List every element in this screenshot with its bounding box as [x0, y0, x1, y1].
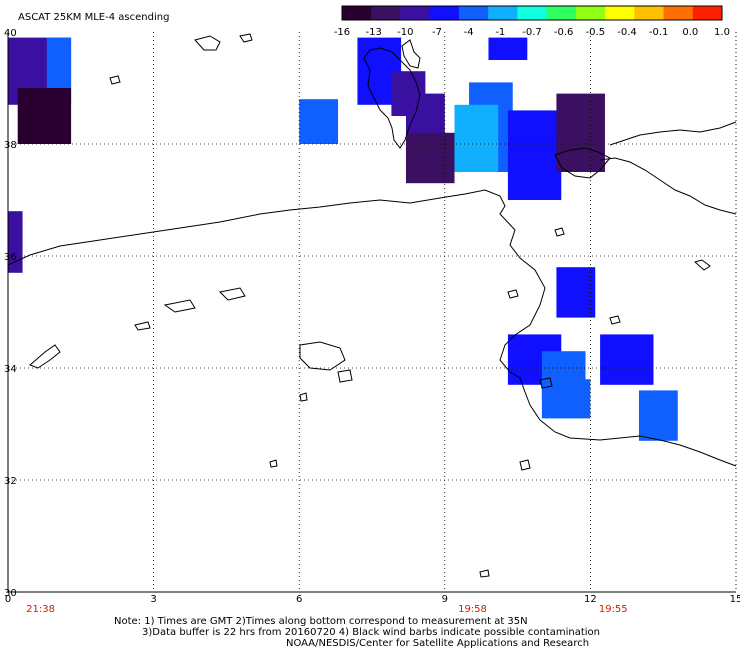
coast-feature-6 — [337, 369, 353, 383]
wind-speed-cell — [488, 37, 528, 60]
map-frame — [7, 32, 737, 593]
latitude-tick-label: 40 — [4, 28, 17, 39]
coast-feature-1 — [134, 321, 151, 331]
latitude-tick-label: 34 — [4, 364, 17, 375]
coastlines — [7, 33, 737, 578]
colorbar-label: 0.0 — [682, 27, 698, 38]
wind-speed-cell — [507, 110, 562, 200]
island-menorca — [239, 33, 253, 43]
island-djerba — [539, 377, 553, 389]
colorbar-swatch — [488, 6, 518, 20]
island-sicily — [554, 147, 611, 179]
colorbar-swatch — [458, 6, 489, 20]
coastline-calabria — [599, 157, 737, 215]
colorbar-swatch — [663, 6, 694, 20]
longitude-tick-label: 12 — [584, 594, 597, 605]
colorbar-label: -4 — [464, 27, 474, 38]
wind-speed-cell — [541, 379, 591, 419]
colorbar-label: -0.5 — [586, 27, 606, 38]
colorbar-swatch — [605, 6, 635, 20]
latitude-tick-label: 30 — [4, 588, 17, 599]
colorbar-label: -0.6 — [554, 27, 574, 38]
coast-feature-8 — [269, 459, 278, 468]
colorbar-label: -7 — [432, 27, 442, 38]
coast-feature-2 — [163, 299, 196, 313]
longitude-tick-label: 3 — [150, 594, 156, 605]
latitude-tick-label: 32 — [4, 476, 17, 487]
latitude-tick-label: 38 — [4, 140, 17, 151]
colorbar-label: -1 — [495, 27, 505, 38]
coast-feature-3 — [218, 287, 246, 301]
colorbar-label: -0.1 — [649, 27, 669, 38]
colorbar-swatch — [371, 6, 401, 20]
longitude-ticks: 0 3 6 9 12 15 — [5, 594, 740, 605]
wind-speed-cell — [299, 99, 339, 144]
longitude-tick-label: 9 — [442, 594, 448, 605]
map-title: ASCAT 25KM MLE-4 ascending — [18, 12, 169, 23]
pass-time-label: 19:58 — [458, 604, 487, 615]
colorbar-swatch — [400, 6, 431, 20]
coast-feature-9 — [479, 569, 490, 578]
colorbar-label: -0.7 — [522, 27, 542, 38]
lat-lon-grid — [8, 32, 736, 592]
longitude-tick-label: 6 — [296, 594, 302, 605]
colorbar-label: 1.0 — [714, 27, 730, 38]
colorbar-label: -10 — [397, 27, 413, 38]
colorbar-frame — [341, 5, 723, 21]
pass-time-labels: 21:38 19:58 19:55 — [26, 604, 628, 615]
pass-time-label: 21:38 — [26, 604, 55, 615]
colorbar-label: -0.4 — [617, 27, 637, 38]
colorbar-label: -13 — [365, 27, 381, 38]
island-pantelleria — [554, 227, 565, 237]
colorbar-label: -16 — [334, 27, 350, 38]
wind-speed-cells — [8, 37, 678, 441]
footer-note-line2: 3)Data buffer is 22 hrs from 20160720 4)… — [142, 627, 600, 638]
latitude-ticks: 40 38 36 34 32 30 — [4, 28, 17, 599]
wind-speed-cell — [556, 267, 596, 318]
colorbar-swatch — [575, 6, 606, 20]
pass-time-label: 19:55 — [599, 604, 628, 615]
coast-feature-4 — [29, 344, 61, 369]
wind-speed-cell — [454, 104, 499, 172]
coast-feature-10 — [507, 289, 519, 299]
colorbar — [341, 5, 723, 21]
colorbar-swatch — [546, 6, 577, 20]
footer-note-line1: Note: 1) Times are GMT 2)Times along bot… — [114, 616, 528, 627]
wind-speed-cell — [638, 390, 678, 441]
longitude-tick-label: 15 — [730, 594, 740, 605]
longitude-tick-label: 0 — [5, 594, 11, 605]
colorbar-swatch — [692, 6, 723, 20]
colorbar-swatch — [342, 6, 372, 20]
island-mallorca — [194, 35, 221, 51]
island-ibiza — [109, 75, 121, 85]
wind-speed-cell — [17, 88, 72, 144]
footer-credit: NOAA/NESDIS/Center for Satellite Applica… — [286, 638, 590, 649]
colorbar-swatch — [517, 6, 548, 20]
coastline-italy — [609, 121, 737, 146]
island-corsica — [401, 39, 421, 69]
coast-feature-5 — [299, 341, 346, 371]
coast-feature-7 — [299, 392, 308, 402]
colorbar-labels: -16 -13 -10 -7 -4 -1 -0.7 -0.6 -0.5 -0.4 -0.1 0.0 1.… — [334, 27, 730, 38]
colorbar-swatch — [634, 6, 665, 20]
coast-feature-11 — [519, 459, 531, 471]
wind-speed-cell — [405, 132, 455, 184]
island-sardinia — [363, 47, 421, 149]
coastline-africa — [7, 189, 737, 467]
wind-speed-cell — [556, 93, 605, 172]
latitude-tick-label: 36 — [4, 252, 17, 263]
wind-speed-cell — [600, 334, 654, 385]
wind-speed-cell — [8, 211, 23, 273]
wind-speed-cell — [46, 37, 72, 88]
island-lampedusa — [609, 315, 621, 325]
colorbar-swatch — [429, 6, 460, 20]
island-malta — [693, 259, 711, 271]
